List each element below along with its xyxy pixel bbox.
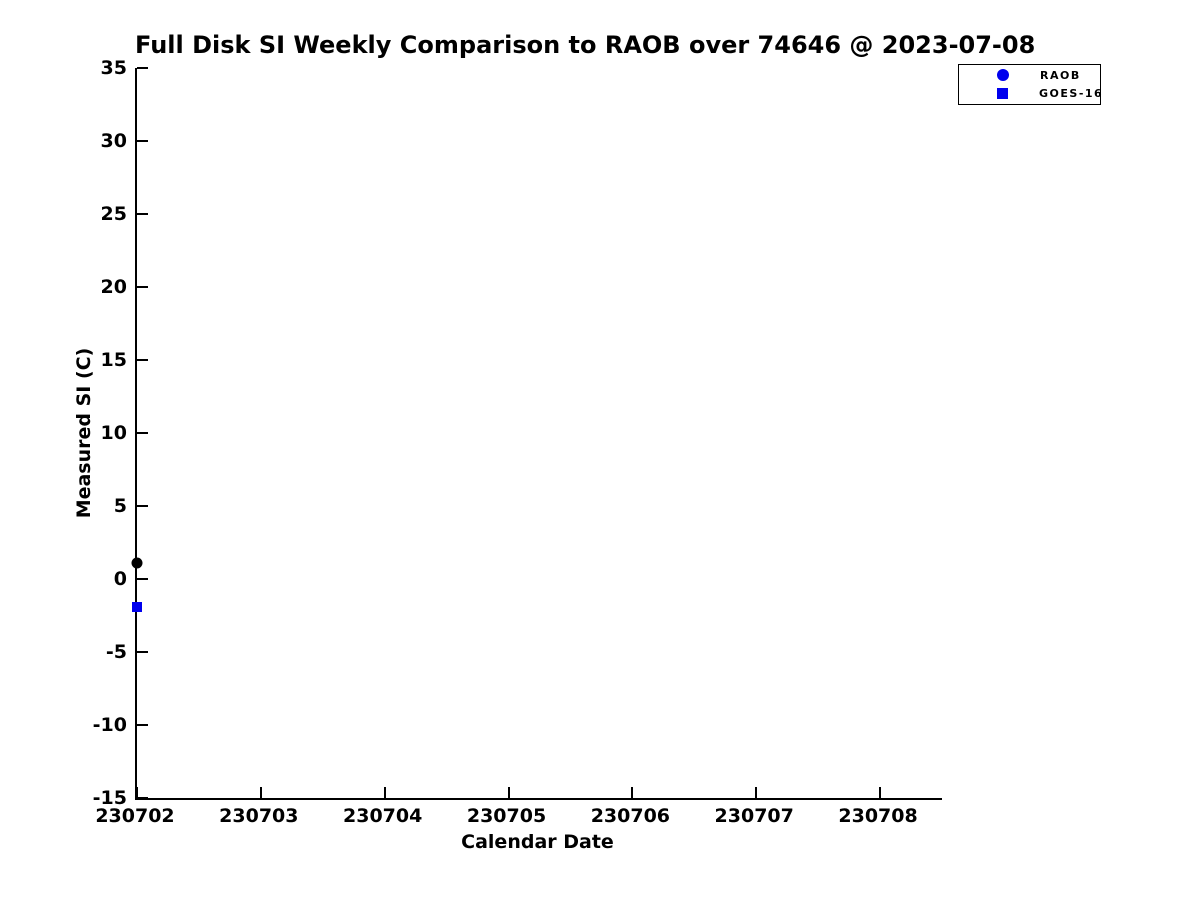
- x-tick-mark: [755, 787, 758, 798]
- y-tick-label: 35: [100, 57, 127, 79]
- y-tick-mark: [137, 359, 148, 361]
- y-tick-mark: [137, 286, 148, 288]
- y-tick-label: 25: [100, 203, 127, 225]
- y-tick-label: 0: [113, 568, 127, 590]
- circle-marker-icon: [997, 69, 1009, 82]
- x-tick-mark: [136, 787, 138, 798]
- y-tick-mark: [137, 140, 148, 142]
- y-tick-mark: [137, 578, 148, 580]
- y-tick-label: 5: [113, 495, 127, 517]
- y-tick-mark: [137, 432, 148, 434]
- x-axis-label: Calendar Date: [461, 831, 614, 853]
- y-tick-label: 20: [100, 276, 127, 298]
- y-tick-mark: [137, 213, 148, 215]
- x-tick-label: 230706: [590, 805, 671, 827]
- y-tick-label: -10: [92, 714, 127, 736]
- square-marker-icon: [997, 88, 1008, 100]
- y-tick-mark: [137, 651, 148, 653]
- legend-label: GOES-16: [1039, 87, 1104, 101]
- x-tick-label: 230704: [343, 805, 423, 827]
- y-tick-mark: [137, 505, 148, 507]
- x-tick-label: 230703: [219, 805, 299, 827]
- data-point-raob: [131, 557, 143, 569]
- x-tick-mark: [259, 787, 262, 798]
- legend-label: RAOB: [1040, 68, 1081, 82]
- legend-entry-raob: RAOB: [959, 67, 1100, 83]
- y-tick-label: -15: [92, 787, 127, 809]
- x-tick-label: 230702: [95, 805, 175, 827]
- y-tick-label: 10: [100, 422, 127, 444]
- chart-title: Full Disk SI Weekly Comparison to RAOB o…: [135, 31, 1036, 59]
- x-tick-label: 230707: [714, 805, 794, 827]
- data-point-goes-16: [132, 601, 142, 612]
- legend-entry-goes-16: GOES-16: [959, 86, 1104, 102]
- x-tick-label: 230705: [466, 805, 547, 827]
- x-tick-mark: [383, 787, 386, 798]
- y-tick-label: -5: [105, 641, 127, 663]
- x-tick-mark: [507, 787, 510, 798]
- x-tick-label: 230708: [838, 805, 918, 827]
- x-tick-mark: [631, 787, 634, 798]
- legend: RAOB GOES-16: [958, 64, 1104, 105]
- x-tick-mark: [879, 787, 882, 798]
- plot-area: [131, 67, 942, 800]
- y-tick-mark: [137, 797, 148, 799]
- y-tick-mark: [137, 724, 148, 726]
- y-tick-mark: [137, 67, 148, 69]
- y-tick-label: 30: [100, 130, 127, 152]
- y-tick-label: 15: [100, 349, 127, 371]
